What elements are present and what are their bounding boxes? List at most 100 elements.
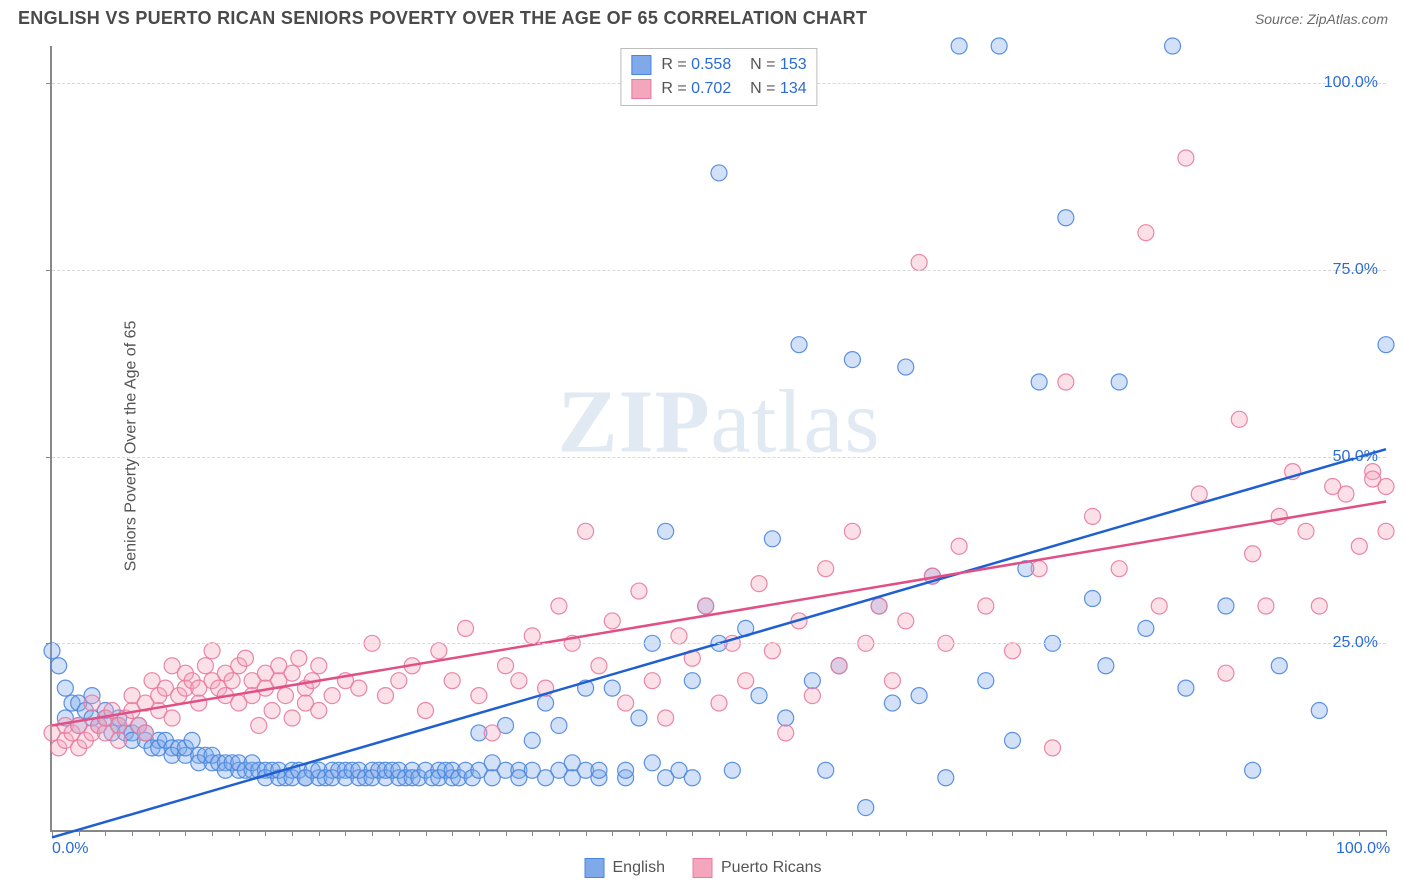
- data-point: [1004, 643, 1020, 659]
- data-point: [911, 255, 927, 271]
- data-point: [738, 673, 754, 689]
- data-point: [1085, 508, 1101, 524]
- data-point: [137, 725, 153, 741]
- data-point: [631, 710, 647, 726]
- x-tick: [159, 830, 160, 836]
- data-point: [551, 598, 567, 614]
- x-tick: [292, 830, 293, 836]
- data-point: [511, 673, 527, 689]
- x-tick: [1386, 830, 1387, 836]
- data-point: [711, 695, 727, 711]
- data-point: [671, 628, 687, 644]
- data-point: [764, 643, 780, 659]
- data-point: [1231, 411, 1247, 427]
- x-tick: [826, 830, 827, 836]
- data-point: [1085, 591, 1101, 607]
- x-tick: [426, 830, 427, 836]
- data-point: [1298, 523, 1314, 539]
- x-tick-label: 100.0%: [1336, 840, 1390, 858]
- data-point: [951, 538, 967, 554]
- data-point: [1311, 703, 1327, 719]
- x-tick: [1093, 830, 1094, 836]
- gridline: [52, 643, 1386, 644]
- data-point: [1138, 225, 1154, 241]
- data-point: [818, 762, 834, 778]
- x-tick: [959, 830, 960, 836]
- data-point: [191, 695, 207, 711]
- data-point: [631, 583, 647, 599]
- x-tick: [692, 830, 693, 836]
- data-point: [938, 770, 954, 786]
- data-point: [1098, 658, 1114, 674]
- data-point: [1271, 658, 1287, 674]
- data-point: [1258, 598, 1274, 614]
- legend-item-puertoricans: Puerto Ricans: [693, 858, 822, 878]
- data-point: [644, 673, 660, 689]
- data-point: [578, 523, 594, 539]
- legend-swatch-english: [631, 55, 651, 75]
- x-tick: [132, 830, 133, 836]
- x-tick: [1359, 830, 1360, 836]
- data-point: [1045, 740, 1061, 756]
- data-point: [1138, 620, 1154, 636]
- data-point: [311, 658, 327, 674]
- data-point: [1378, 479, 1394, 495]
- x-tick: [1199, 830, 1200, 836]
- data-point: [291, 650, 307, 666]
- data-point: [237, 650, 253, 666]
- x-tick: [1173, 830, 1174, 836]
- legend-n-puertoricans: N = 134: [741, 77, 806, 101]
- data-point: [658, 523, 674, 539]
- data-point: [1151, 598, 1167, 614]
- y-tick-label: 50.0%: [1333, 448, 1378, 466]
- data-point: [1378, 337, 1394, 353]
- data-point: [1058, 374, 1074, 390]
- x-tick: [185, 830, 186, 836]
- data-point: [1191, 486, 1207, 502]
- data-point: [951, 38, 967, 54]
- x-tick: [345, 830, 346, 836]
- x-tick: [586, 830, 587, 836]
- data-point: [684, 770, 700, 786]
- x-tick: [1146, 830, 1147, 836]
- gridline: [52, 270, 1386, 271]
- y-tick-label: 25.0%: [1333, 634, 1378, 652]
- data-point: [764, 531, 780, 547]
- y-tick-label: 75.0%: [1333, 261, 1378, 279]
- correlation-legend: R = 0.558 N = 153 R = 0.702 N = 134: [620, 48, 817, 106]
- x-tick: [612, 830, 613, 836]
- data-point: [538, 695, 554, 711]
- data-point: [378, 688, 394, 704]
- legend-r-puertoricans: R = 0.702: [661, 77, 731, 101]
- x-tick: [1306, 830, 1307, 836]
- x-tick: [559, 830, 560, 836]
- data-point: [871, 598, 887, 614]
- data-point: [911, 688, 927, 704]
- data-point: [391, 673, 407, 689]
- data-point: [618, 695, 634, 711]
- data-point: [204, 643, 220, 659]
- x-tick: [399, 830, 400, 836]
- data-point: [1165, 38, 1181, 54]
- x-tick: [932, 830, 933, 836]
- data-point: [978, 673, 994, 689]
- data-point: [251, 717, 267, 733]
- chart-plot-area: ZIPatlas R = 0.558 N = 153 R = 0.702 N =…: [50, 46, 1386, 832]
- data-point: [284, 710, 300, 726]
- data-point: [444, 673, 460, 689]
- x-tick: [1333, 830, 1334, 836]
- x-tick: [479, 830, 480, 836]
- x-tick: [639, 830, 640, 836]
- chart-title: ENGLISH VS PUERTO RICAN SENIORS POVERTY …: [18, 8, 867, 29]
- data-point: [1111, 374, 1127, 390]
- x-tick: [1279, 830, 1280, 836]
- data-point: [778, 710, 794, 726]
- series-legend: English Puerto Ricans: [585, 858, 822, 878]
- x-tick: [452, 830, 453, 836]
- data-point: [1218, 665, 1234, 681]
- data-point: [618, 762, 634, 778]
- data-point: [1271, 508, 1287, 524]
- x-tick: [1012, 830, 1013, 836]
- data-point: [751, 688, 767, 704]
- data-point: [1004, 732, 1020, 748]
